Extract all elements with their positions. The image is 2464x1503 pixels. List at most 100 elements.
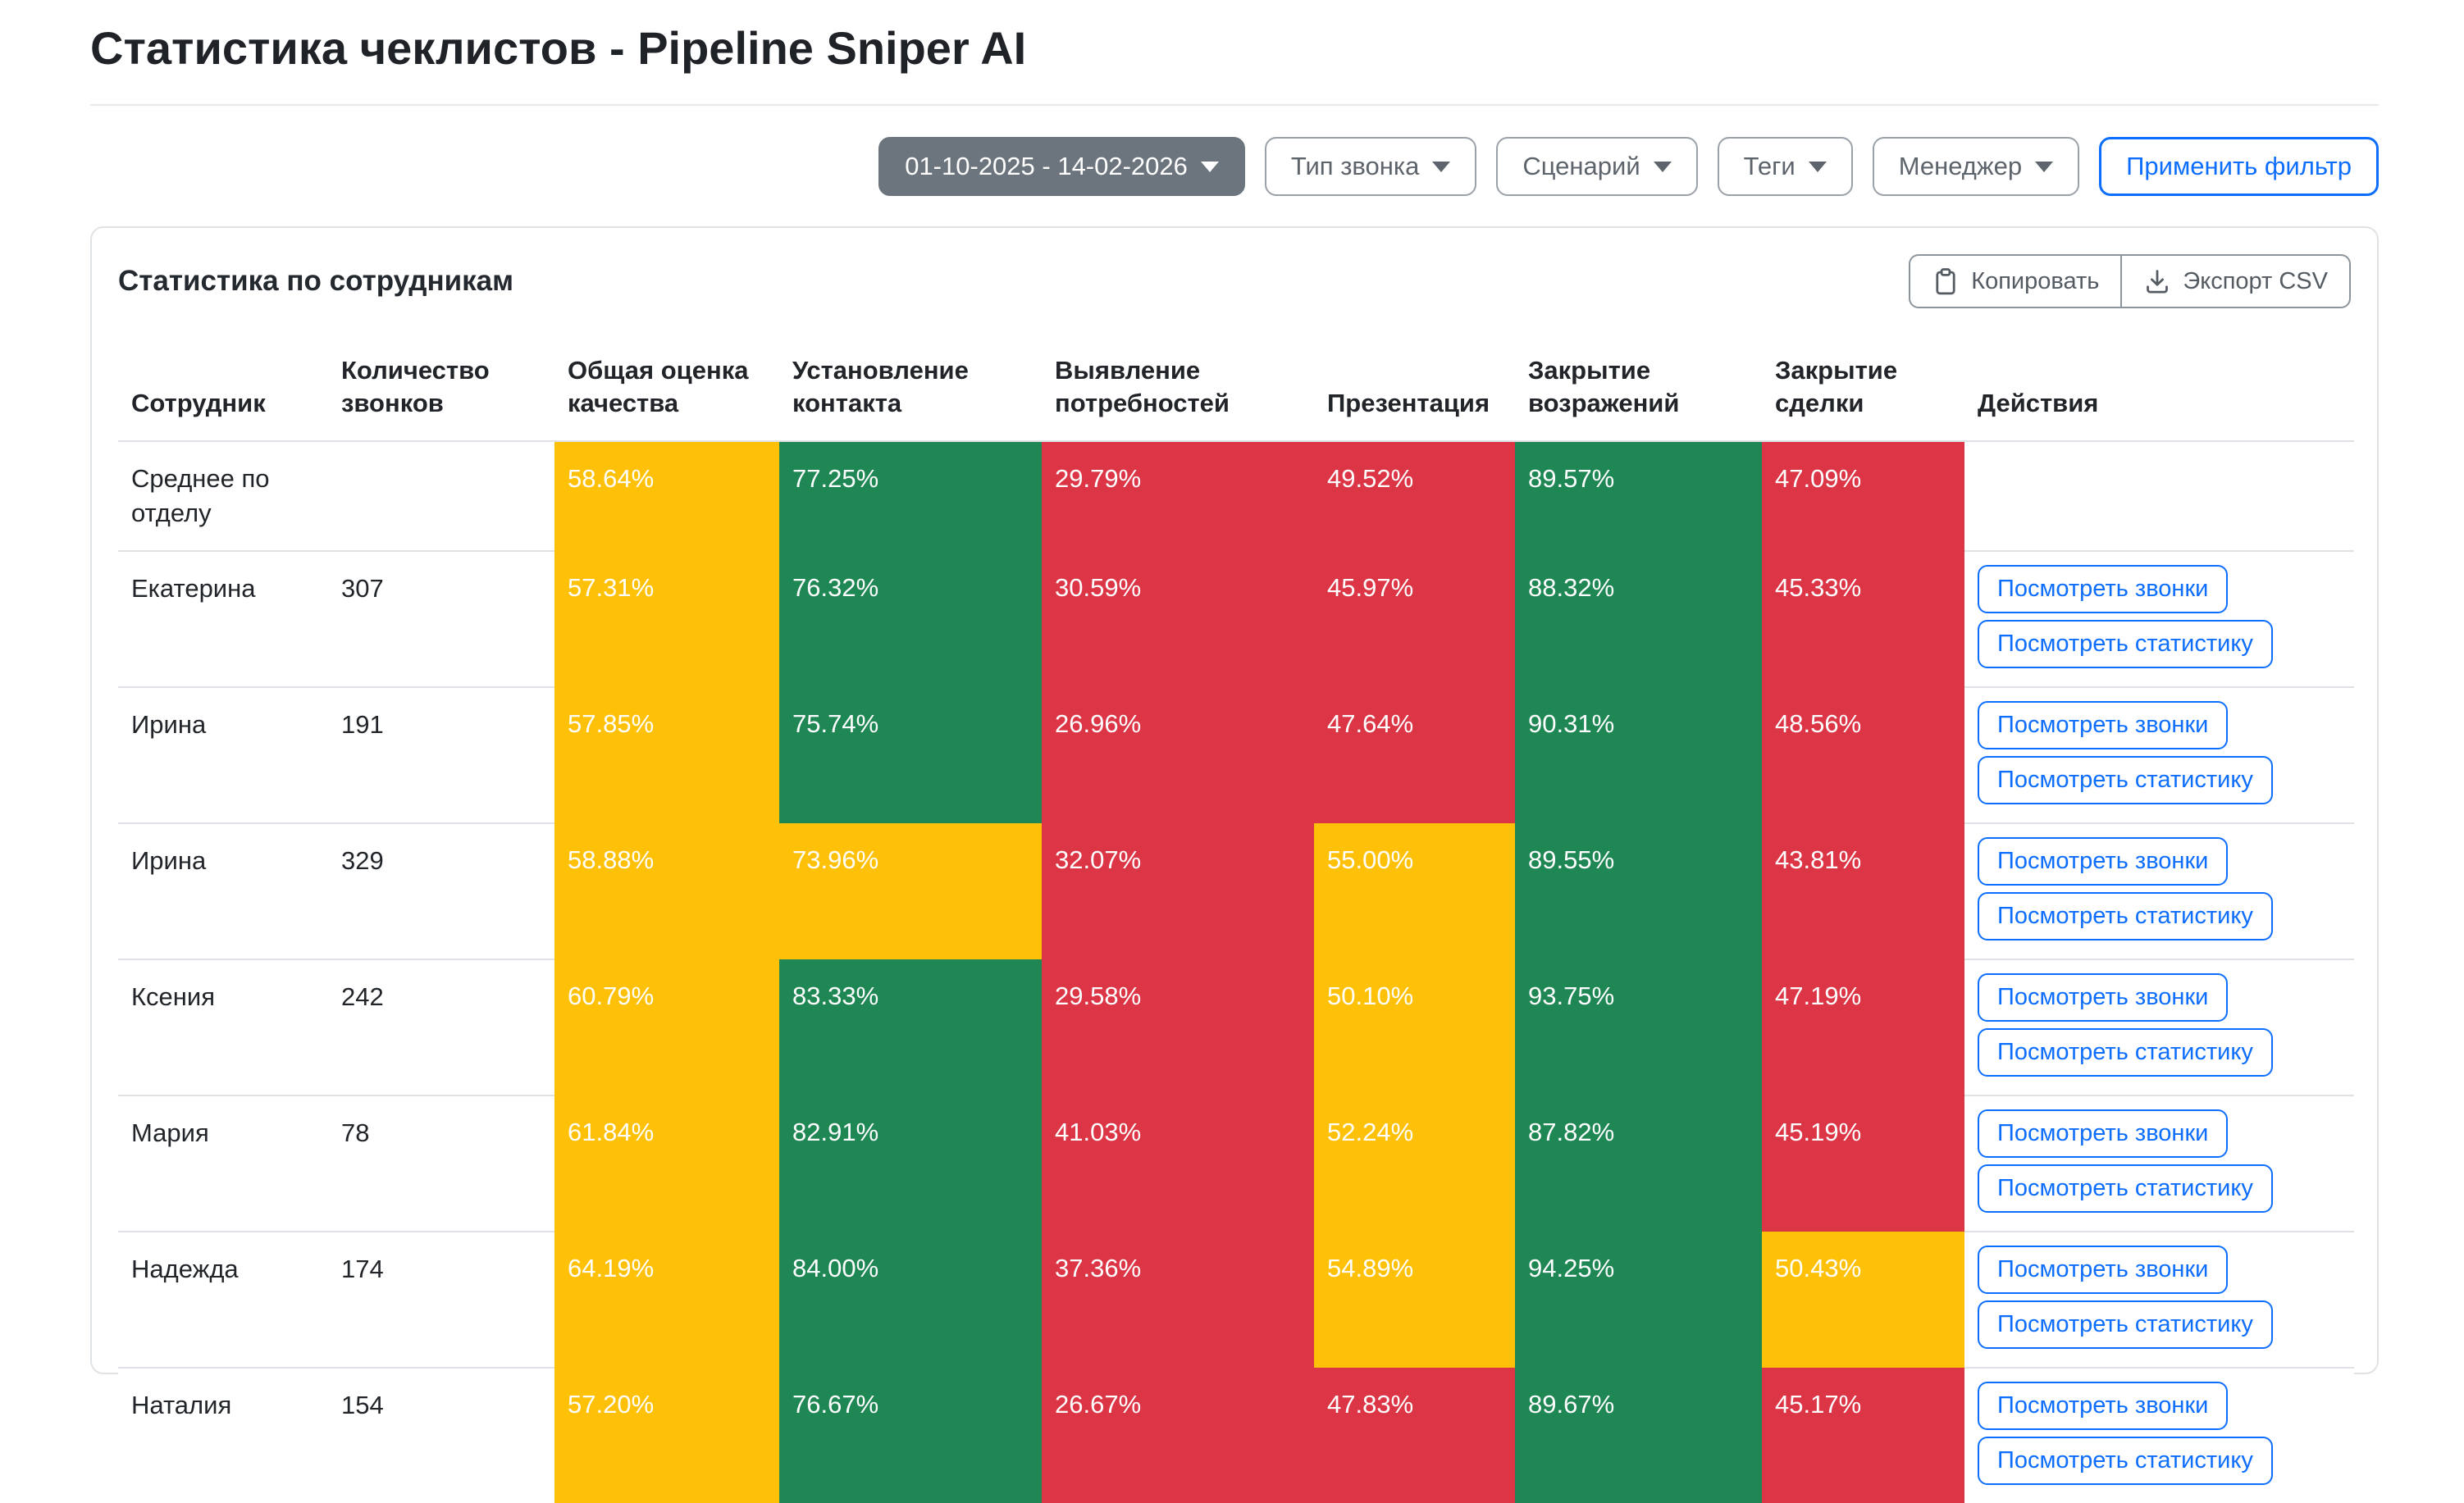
page-title: Статистика чеклистов - Pipeline Sniper A…	[90, 22, 1027, 74]
view-stats-button[interactable]: Посмотреть статистику	[1978, 1164, 2273, 1214]
metric-cell: 45.19%	[1762, 1095, 1964, 1232]
view-stats-button[interactable]: Посмотреть статистику	[1978, 756, 2273, 805]
filter-dropdown-call-type[interactable]: Тип звонка	[1264, 137, 1477, 196]
employee-name-cell: Ксения	[118, 959, 328, 1096]
metric-cell: 26.67%	[1042, 1368, 1314, 1503]
date-range-filter[interactable]: 01-10-2025 - 14-02-2026	[878, 137, 1245, 196]
metric-cell: 47.83%	[1314, 1368, 1515, 1503]
view-calls-button[interactable]: Посмотреть звонки	[1978, 1246, 2229, 1295]
metric-cell: 43.81%	[1762, 823, 1964, 960]
export-csv-label: Экспорт CSV	[2183, 267, 2328, 294]
actions-cell: Посмотреть звонки Посмотреть статистику	[1964, 1231, 2354, 1369]
metric-cell: 76.67%	[779, 1368, 1042, 1503]
table-header-row: Сотрудник Количество звонков Общая оценка …	[118, 325, 2354, 443]
column-header: Закрытие сделки	[1762, 325, 1964, 443]
view-calls-button[interactable]: Посмотреть звонки	[1978, 973, 2229, 1022]
employee-name-cell: Екатерина	[118, 550, 328, 688]
calls-count-cell: 329	[328, 822, 554, 960]
metric-cell: 45.33%	[1762, 551, 1964, 688]
table-row-average: Среднее по отделу 58.64% 77.25% 29.79% 49.52…	[118, 441, 2354, 552]
page-container: Статистика чеклистов - Pipeline Sniper A…	[90, 21, 2379, 1503]
metric-cell: 48.56%	[1762, 687, 1964, 824]
filter-dropdown-label: Тип звонка	[1290, 152, 1420, 180]
employee-stats-table: Сотрудник Количество звонков Общая оценка …	[118, 325, 2354, 1503]
filter-dropdown-label: Сценарий	[1522, 152, 1640, 180]
metric-cell: 30.59%	[1042, 551, 1314, 688]
copy-button[interactable]: Копировать	[1909, 254, 2122, 308]
date-range-label: 01-10-2025 - 14-02-2026	[905, 152, 1188, 180]
view-calls-button[interactable]: Посмотреть звонки	[1978, 1382, 2229, 1431]
metric-cell: 37.36%	[1042, 1232, 1314, 1369]
view-calls-button[interactable]: Посмотреть звонки	[1978, 1109, 2229, 1159]
filter-dropdown-manager[interactable]: Менеджер	[1872, 137, 2080, 196]
metric-cell: 54.89%	[1314, 1232, 1515, 1369]
view-stats-button[interactable]: Посмотреть статистику	[1978, 1300, 2273, 1350]
metric-cell: 77.25%	[779, 441, 1042, 552]
card-title: Статистика по сотрудникам	[118, 265, 513, 297]
filter-dropdown-scenario[interactable]: Сценарий	[1496, 137, 1698, 196]
column-header: Действия	[1964, 325, 2354, 443]
apply-filter-button[interactable]: Применить фильтр	[2099, 137, 2379, 196]
metric-cell: 49.52%	[1314, 441, 1515, 552]
view-stats-button[interactable]: Посмотреть статистику	[1978, 892, 2273, 941]
actions-cell: Посмотреть звонки Посмотреть статистику	[1964, 1367, 2354, 1503]
metric-cell: 32.07%	[1042, 823, 1314, 960]
metric-cell: 90.31%	[1515, 687, 1762, 824]
metric-cell: 50.43%	[1762, 1232, 1964, 1369]
column-header: Закрытие возражений	[1515, 325, 1762, 443]
column-header: Установление контакта	[779, 325, 1042, 443]
metric-cell: 75.74%	[779, 687, 1042, 824]
caret-down-icon	[1808, 161, 1827, 172]
filter-dropdown-tags[interactable]: Теги	[1717, 137, 1853, 196]
calls-count-cell	[328, 441, 554, 552]
actions-cell: Посмотреть звонки Посмотреть статистику	[1964, 822, 2354, 960]
card-header: Статистика по сотрудникам Копировать	[118, 254, 2351, 308]
view-calls-button[interactable]: Посмотреть звонки	[1978, 837, 2229, 886]
employee-name-cell: Мария	[118, 1095, 328, 1232]
view-stats-button[interactable]: Посмотреть статистику	[1978, 1437, 2273, 1486]
table-row: Ксения 242 60.79% 83.33% 29.58% 50.10% 93.75% 4…	[118, 959, 2354, 1096]
table-row: Ирина 191 57.85% 75.74% 26.96% 47.64% 90.31% 48…	[118, 686, 2354, 824]
metric-cell: 89.55%	[1515, 823, 1762, 960]
filter-dropdown-label: Теги	[1743, 152, 1796, 180]
metric-cell: 73.96%	[779, 823, 1042, 960]
employee-name-cell: Наталия	[118, 1367, 328, 1503]
export-csv-button[interactable]: Экспорт CSV	[2121, 254, 2351, 308]
metric-cell: 29.79%	[1042, 441, 1314, 552]
metric-cell: 45.17%	[1762, 1368, 1964, 1503]
metric-cell: 58.88%	[554, 823, 779, 960]
actions-cell: Посмотреть звонки Посмотреть статистику	[1964, 959, 2354, 1096]
employee-name-cell: Ирина	[118, 822, 328, 960]
table-row: Екатерина 307 57.31% 76.32% 30.59% 45.97% 88.3…	[118, 550, 2354, 688]
download-icon	[2143, 267, 2171, 295]
view-stats-button[interactable]: Посмотреть статистику	[1978, 1028, 2273, 1077]
caret-down-icon	[1432, 161, 1451, 172]
filter-bar: 01-10-2025 - 14-02-2026 Тип звонка Сценар…	[90, 137, 2379, 196]
calls-count-cell: 174	[328, 1231, 554, 1369]
calls-count-cell: 191	[328, 686, 554, 824]
metric-cell: 84.00%	[779, 1232, 1042, 1369]
column-header: Количество звонков	[328, 325, 554, 443]
metric-cell: 41.03%	[1042, 1095, 1314, 1232]
clipboard-icon	[1932, 267, 1960, 295]
actions-cell: Посмотреть звонки Посмотреть статистику	[1964, 1095, 2354, 1232]
caret-down-icon	[2035, 161, 2054, 172]
metric-cell: 60.79%	[554, 959, 779, 1096]
copy-button-label: Копировать	[1971, 267, 2100, 294]
metric-cell: 61.84%	[554, 1095, 779, 1232]
table-toolbar: Копировать Экспорт CSV	[1909, 254, 2351, 308]
calls-count-cell: 78	[328, 1095, 554, 1232]
view-calls-button[interactable]: Посмотреть звонки	[1978, 565, 2229, 614]
metric-cell: 89.67%	[1515, 1368, 1762, 1503]
column-header: Презентация	[1314, 325, 1515, 443]
view-calls-button[interactable]: Посмотреть звонки	[1978, 701, 2229, 750]
employee-name-cell: Ирина	[118, 686, 328, 824]
table-row: Мария 78 61.84% 82.91% 41.03% 52.24% 87.82% 45.…	[118, 1095, 2354, 1232]
metric-cell: 29.58%	[1042, 959, 1314, 1096]
table-row: Надежда 174 64.19% 84.00% 37.36% 54.89% 94.25%…	[118, 1231, 2354, 1369]
table-row: Ирина 329 58.88% 73.96% 32.07% 55.00% 89.55% 43…	[118, 822, 2354, 960]
metric-cell: 76.32%	[779, 551, 1042, 688]
caret-down-icon	[1200, 161, 1219, 172]
metric-cell: 82.91%	[779, 1095, 1042, 1232]
view-stats-button[interactable]: Посмотреть статистику	[1978, 620, 2273, 669]
